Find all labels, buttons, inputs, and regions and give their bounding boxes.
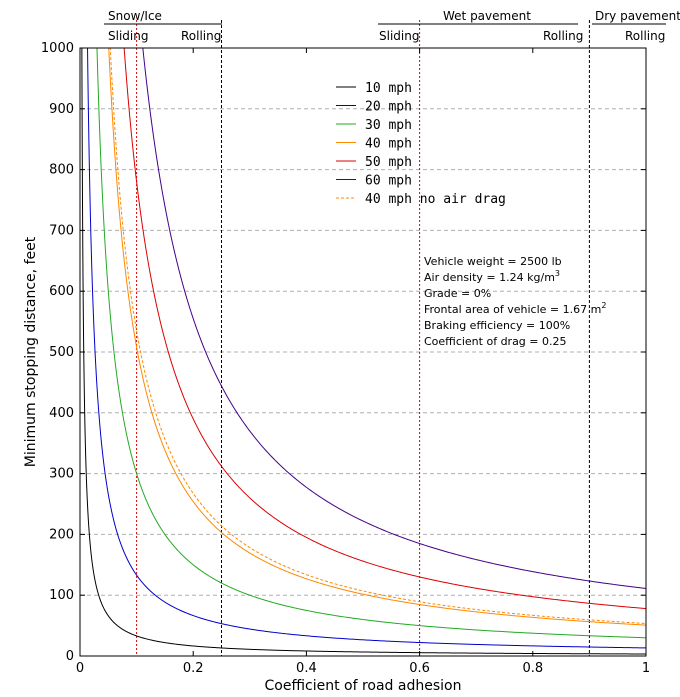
y-tick-label: 400 xyxy=(49,406,74,421)
x-tick-label: 0 xyxy=(76,661,84,676)
series-line-40-mph xyxy=(108,48,646,626)
y-tick-label: 500 xyxy=(49,345,74,360)
y-tick-label: 700 xyxy=(49,223,74,238)
x-tick-label: 0.6 xyxy=(409,661,430,676)
dry-pavement-label: Dry pavement xyxy=(595,9,680,23)
axis-ticks xyxy=(79,47,647,657)
series-curves xyxy=(81,48,646,655)
y-tick-label: 300 xyxy=(49,467,74,482)
y-axis-label: Minimum stopping distance, feet xyxy=(23,236,39,467)
annotation-frontal-area: Frontal area of vehicle = 1.67 m2 xyxy=(424,301,606,316)
x-tick-label: 0.8 xyxy=(522,661,543,676)
annotation-grade: Grade = 0% xyxy=(424,287,491,300)
legend-label: 30 mph xyxy=(365,118,412,133)
series-line-60-mph xyxy=(142,48,646,590)
wet-rolling-label: Rolling xyxy=(543,29,583,43)
regime-divider-lines xyxy=(136,20,590,656)
annotation-weight: Vehicle weight = 2500 lb xyxy=(424,255,562,268)
y-tick-label: 900 xyxy=(49,102,74,117)
series-line-30-mph xyxy=(96,48,646,639)
annotation-air-density: Air density = 1.24 kg/m3 xyxy=(424,269,560,284)
legend-label: 50 mph xyxy=(365,155,412,170)
legend-label: 40 mph no air drag xyxy=(365,192,506,207)
series-line-20-mph xyxy=(87,48,646,649)
snow-rolling-label: Rolling xyxy=(181,29,221,43)
top-regime-labels: Snow/Ice Sliding Rolling Wet pavement Sl… xyxy=(104,9,680,43)
legend: 10 mph 20 mph 30 mph 40 mph 50 mph 60 mph 40 m… xyxy=(336,81,506,207)
snow-ice-label: Snow/Ice xyxy=(108,9,162,23)
legend-label: 60 mph xyxy=(365,174,412,189)
dry-rolling-label: Rolling xyxy=(625,29,665,43)
y-tick-label: 600 xyxy=(49,284,74,299)
y-tick-label: 100 xyxy=(49,588,74,603)
legend-label: 10 mph xyxy=(365,81,412,96)
y-tick-label: 800 xyxy=(49,163,74,178)
annotation-braking-efficiency: Braking efficiency = 100% xyxy=(424,319,570,332)
x-tick-label: 0.4 xyxy=(296,661,317,676)
legend-label: 40 mph xyxy=(365,137,412,152)
axis-tick-labels: 0 100 200 300 400 500 600 700 800 900 1000 0 0.2 0.4 0… xyxy=(41,41,650,676)
series-line-10-mph xyxy=(81,48,646,655)
y-tick-label: 0 xyxy=(66,649,74,664)
series-line-50-mph xyxy=(123,48,646,610)
legend-label: 20 mph xyxy=(365,100,412,115)
wet-pavement-label: Wet pavement xyxy=(443,9,531,23)
parameters-annotation: Vehicle weight = 2500 lb Air density = 1… xyxy=(424,255,606,348)
x-tick-label: 1 xyxy=(642,661,650,676)
y-tick-label: 200 xyxy=(49,527,74,542)
y-tick-label: 1000 xyxy=(41,41,74,56)
x-tick-label: 0.2 xyxy=(183,661,204,676)
wet-sliding-label: Sliding xyxy=(379,29,419,43)
series-line-40-mph-no-air-drag xyxy=(109,48,646,624)
snow-sliding-label: Sliding xyxy=(108,29,148,43)
x-axis-label: Coefficient of road adhesion xyxy=(265,678,462,694)
annotation-drag-coefficient: Coefficient of drag = 0.25 xyxy=(424,335,567,348)
horizontal-gridlines xyxy=(80,108,646,596)
